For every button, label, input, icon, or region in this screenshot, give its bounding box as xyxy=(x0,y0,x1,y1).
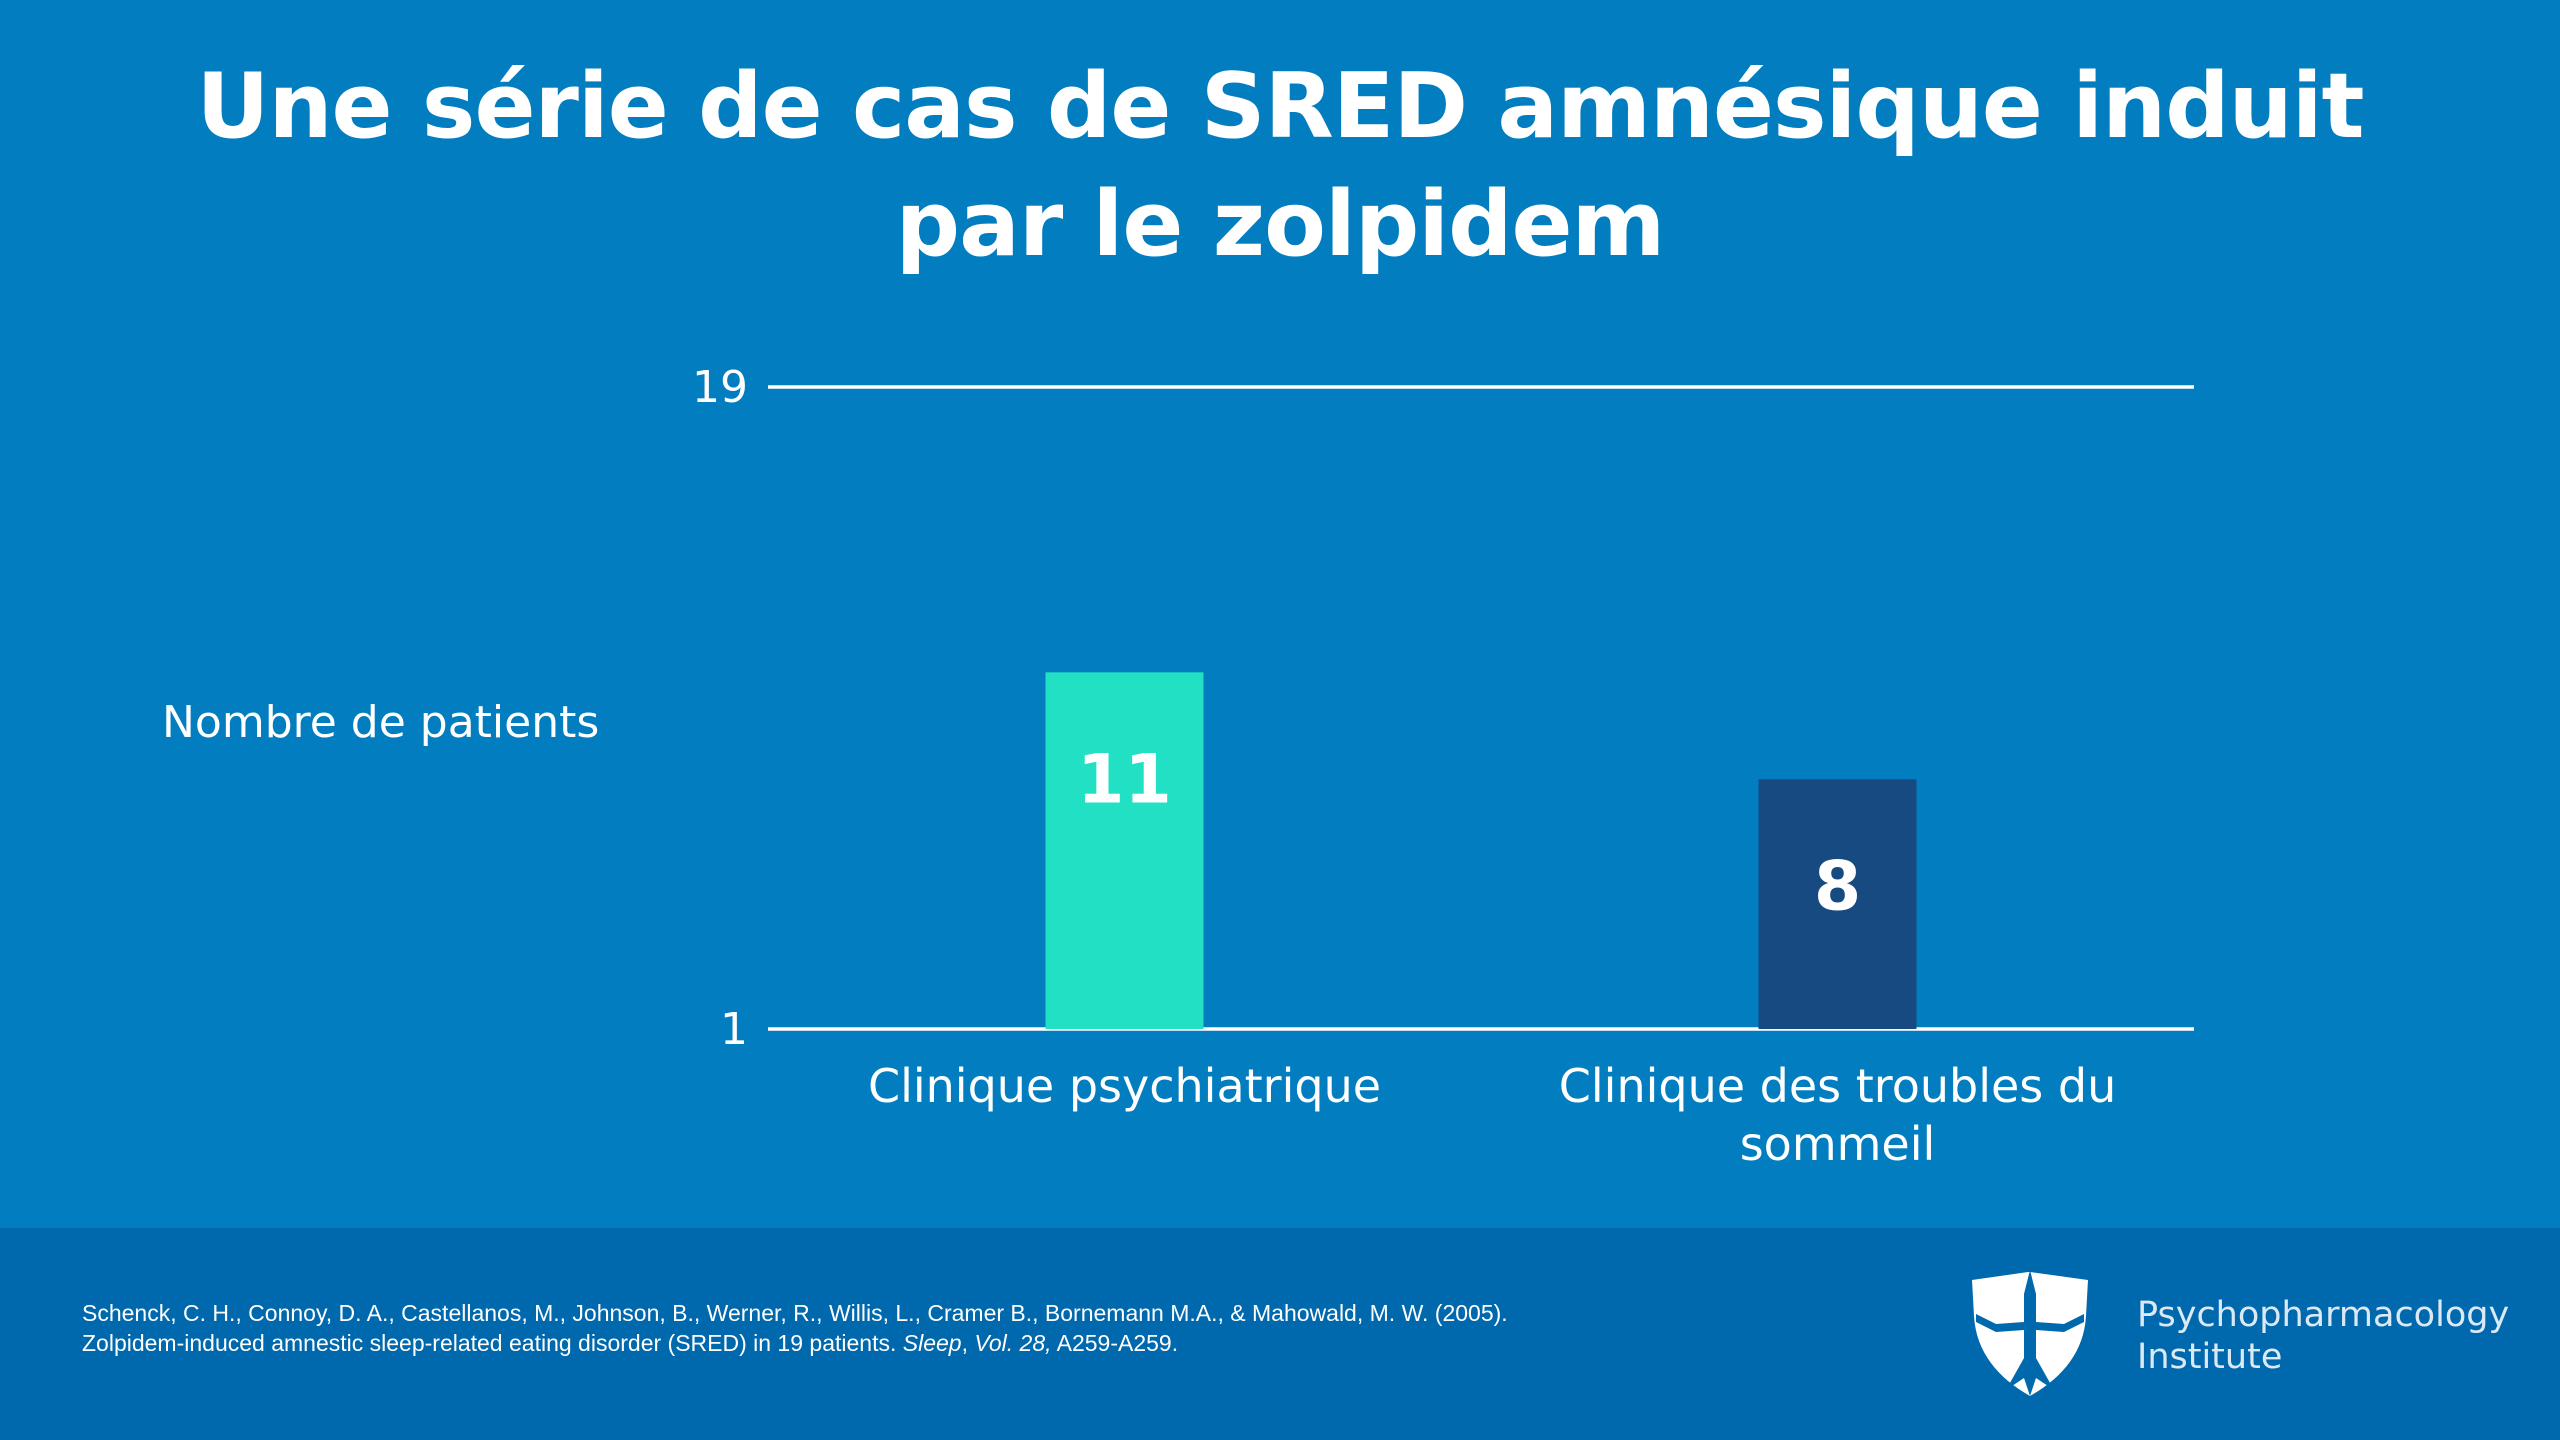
bar-value-label: 8 xyxy=(1814,847,1861,926)
brand-name: Psychopharmacology Institute xyxy=(2137,1294,2509,1378)
citation: Schenck, C. H., Connoy, D. A., Castellan… xyxy=(82,1298,1782,1358)
x-category-label: Clinique des troubles du sommeil xyxy=(1559,1059,2116,1171)
y-tick-label: 19 xyxy=(692,362,748,413)
bar-value-label: 11 xyxy=(1077,740,1172,819)
bar xyxy=(1758,779,1917,1029)
y-tick-label: 1 xyxy=(720,1004,748,1055)
brand-line-2: Institute xyxy=(2137,1337,2283,1377)
x-category-label: Clinique psychiatrique xyxy=(868,1059,1381,1113)
citation-line-2: Zolpidem-induced amnestic sleep-related … xyxy=(82,1330,1179,1356)
slide-title: Une série de cas de SRED amnésique indui… xyxy=(196,54,2364,277)
y-axis-label: Nombre de patients xyxy=(162,697,599,748)
footer: Schenck, C. H., Connoy, D. A., Castellan… xyxy=(0,1228,2560,1440)
bar xyxy=(1045,672,1204,1029)
brand-line-1: Psychopharmacology xyxy=(2137,1295,2510,1335)
shield-logo-icon xyxy=(1972,1272,2088,1396)
citation-line-1: Schenck, C. H., Connoy, D. A., Castellan… xyxy=(82,1300,1508,1326)
bar-chart: 1 19 Clinique psychiatrique Clinique des t… xyxy=(162,362,2194,1171)
